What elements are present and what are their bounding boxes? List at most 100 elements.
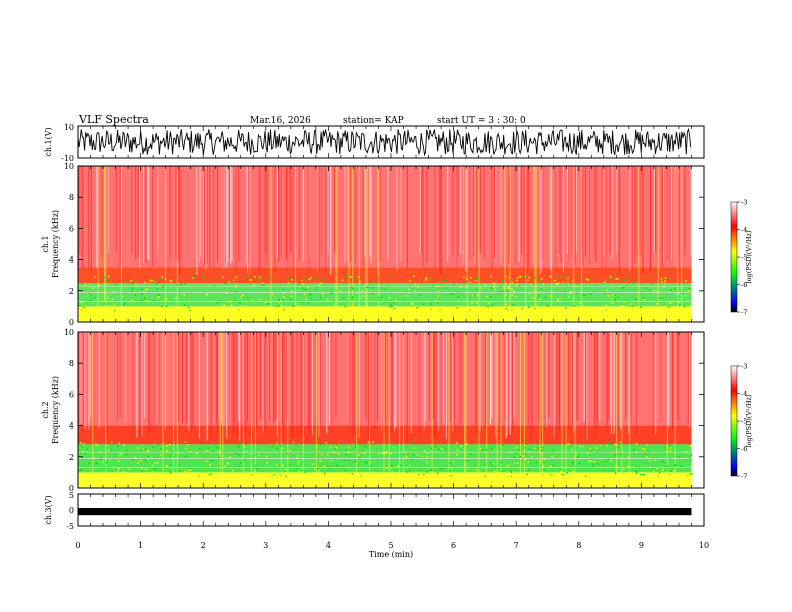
spectrogram-streak bbox=[577, 332, 579, 421]
spectrogram-speckle bbox=[530, 283, 533, 286]
spectrogram-speckle bbox=[654, 459, 656, 461]
spectrogram-streak bbox=[439, 166, 441, 276]
spectrogram-speckle bbox=[430, 447, 432, 449]
spectrogram-speckle bbox=[266, 455, 268, 458]
spectrogram-streak bbox=[595, 166, 597, 263]
spectrogram-speckle bbox=[278, 298, 280, 301]
spectrogram-speckle bbox=[182, 300, 184, 302]
spectrogram-speckle bbox=[178, 463, 181, 466]
spectrogram-speckle bbox=[551, 455, 553, 458]
spectrogram-speckle bbox=[233, 300, 236, 302]
spectrogram-streak bbox=[538, 332, 540, 424]
spectrogram-burst bbox=[358, 166, 360, 315]
spectrogram-speckle bbox=[588, 460, 590, 463]
spectrogram-streak bbox=[221, 166, 222, 264]
spectrogram-burst bbox=[629, 332, 631, 481]
spectrogram-speckle bbox=[414, 290, 417, 292]
spectrogram-burst bbox=[431, 332, 433, 481]
spectrogram-streak bbox=[107, 166, 109, 253]
spectrogram-streak bbox=[249, 332, 251, 438]
spectrogram-speckle bbox=[557, 298, 559, 301]
spectrogram-speckle bbox=[674, 464, 676, 467]
spectrogram-speckle bbox=[491, 287, 493, 289]
spectrogram-speckle bbox=[95, 443, 97, 445]
spectrogram-speckle bbox=[385, 467, 388, 469]
spectrogram-streak bbox=[283, 332, 285, 430]
spectrogram-speckle bbox=[539, 298, 541, 300]
spectrogram-speckle bbox=[594, 474, 596, 476]
spectrogram-streak bbox=[566, 166, 568, 254]
spectrogram-speckle bbox=[678, 283, 680, 286]
spectrogram-speckle bbox=[528, 306, 530, 308]
spectrogram-burst bbox=[356, 332, 358, 481]
spectrogram-speckle bbox=[668, 291, 671, 293]
spectrogram-speckle bbox=[503, 287, 505, 289]
spectrogram-streak bbox=[475, 332, 477, 434]
spectrogram-speckle bbox=[528, 469, 530, 471]
spectrogram-streak bbox=[119, 332, 121, 418]
ch1-waveform-line bbox=[78, 127, 692, 157]
spectrogram-speckle bbox=[142, 309, 145, 311]
spectrogram-streak bbox=[256, 332, 258, 430]
spectrogram-streak bbox=[236, 332, 238, 440]
spectrogram-speckle bbox=[518, 449, 520, 451]
spectrogram-speckle bbox=[517, 462, 519, 464]
spectrogram-streak bbox=[660, 332, 662, 422]
spectrogram-speckle bbox=[516, 446, 518, 449]
spectrogram-speckle bbox=[590, 459, 592, 462]
spectrogram-speckle bbox=[691, 466, 693, 468]
spectrogram-speckle bbox=[469, 281, 471, 284]
spectrogram-speckle bbox=[253, 284, 255, 287]
spectrogram-speckle bbox=[542, 307, 545, 310]
spectrogram-speckle bbox=[679, 303, 681, 306]
spectrogram-speckle bbox=[595, 447, 598, 449]
spectrogram-streak bbox=[575, 166, 577, 254]
colorbar-tick-label: -7 bbox=[741, 473, 747, 481]
spectrogram-speckle bbox=[620, 453, 622, 456]
spectrogram-speckle bbox=[265, 301, 268, 303]
spectrogram-speckle bbox=[491, 304, 494, 307]
spectrogram-speckle bbox=[493, 286, 495, 289]
figure-title: VLF Spectra bbox=[78, 113, 149, 126]
spectrogram-speckle bbox=[291, 290, 293, 293]
spectrogram-speckle bbox=[232, 469, 234, 472]
spectrogram-streak bbox=[395, 332, 397, 428]
spectrogram-streak bbox=[175, 166, 177, 258]
spectrogram-speckle bbox=[282, 464, 284, 467]
spectrogram-streak bbox=[275, 332, 277, 420]
spectrogram-streak bbox=[508, 332, 510, 437]
spectrogram-speckle bbox=[664, 282, 667, 285]
spectrogram-speckle bbox=[623, 286, 625, 289]
spectrogram-burst bbox=[270, 166, 272, 315]
spectrogram-streak bbox=[512, 332, 514, 432]
spectrogram-speckle bbox=[275, 464, 278, 466]
spectrogram-speckle bbox=[656, 468, 658, 470]
spectrogram-speckle bbox=[285, 468, 287, 471]
spectrogram-speckle bbox=[669, 447, 672, 449]
spectrogram-streak bbox=[289, 166, 291, 254]
spectrogram-speckle bbox=[359, 280, 361, 282]
spectrogram-streak bbox=[639, 166, 641, 256]
spectrogram-speckle bbox=[444, 448, 446, 451]
spectrogram-speckle bbox=[688, 305, 691, 308]
spectrogram-speckle bbox=[316, 472, 319, 474]
spectrogram-speckle bbox=[452, 474, 454, 476]
spectrogram-speckle bbox=[456, 291, 459, 293]
spectrogram-speckle bbox=[426, 452, 429, 455]
spectrogram-speckle bbox=[646, 444, 649, 446]
spectrogram-burst bbox=[621, 332, 623, 481]
spectrogram-speckle bbox=[587, 306, 589, 308]
spectrogram-speckle bbox=[670, 277, 672, 280]
spectrogram-streak bbox=[608, 332, 610, 420]
spectrogram-speckle bbox=[132, 287, 134, 289]
spectrogram-streak bbox=[218, 332, 220, 422]
spectrogram-streak bbox=[462, 166, 464, 264]
spectrogram-speckle bbox=[577, 455, 579, 457]
spectrogram-speckle bbox=[216, 447, 219, 449]
spectrogram-speckle bbox=[688, 287, 690, 290]
spectrogram-speckle bbox=[424, 279, 427, 281]
spectrogram-burst bbox=[280, 332, 282, 481]
spectrogram-speckle bbox=[610, 460, 612, 462]
spectrogram-speckle bbox=[594, 278, 597, 280]
spectrogram-speckle bbox=[79, 469, 82, 472]
